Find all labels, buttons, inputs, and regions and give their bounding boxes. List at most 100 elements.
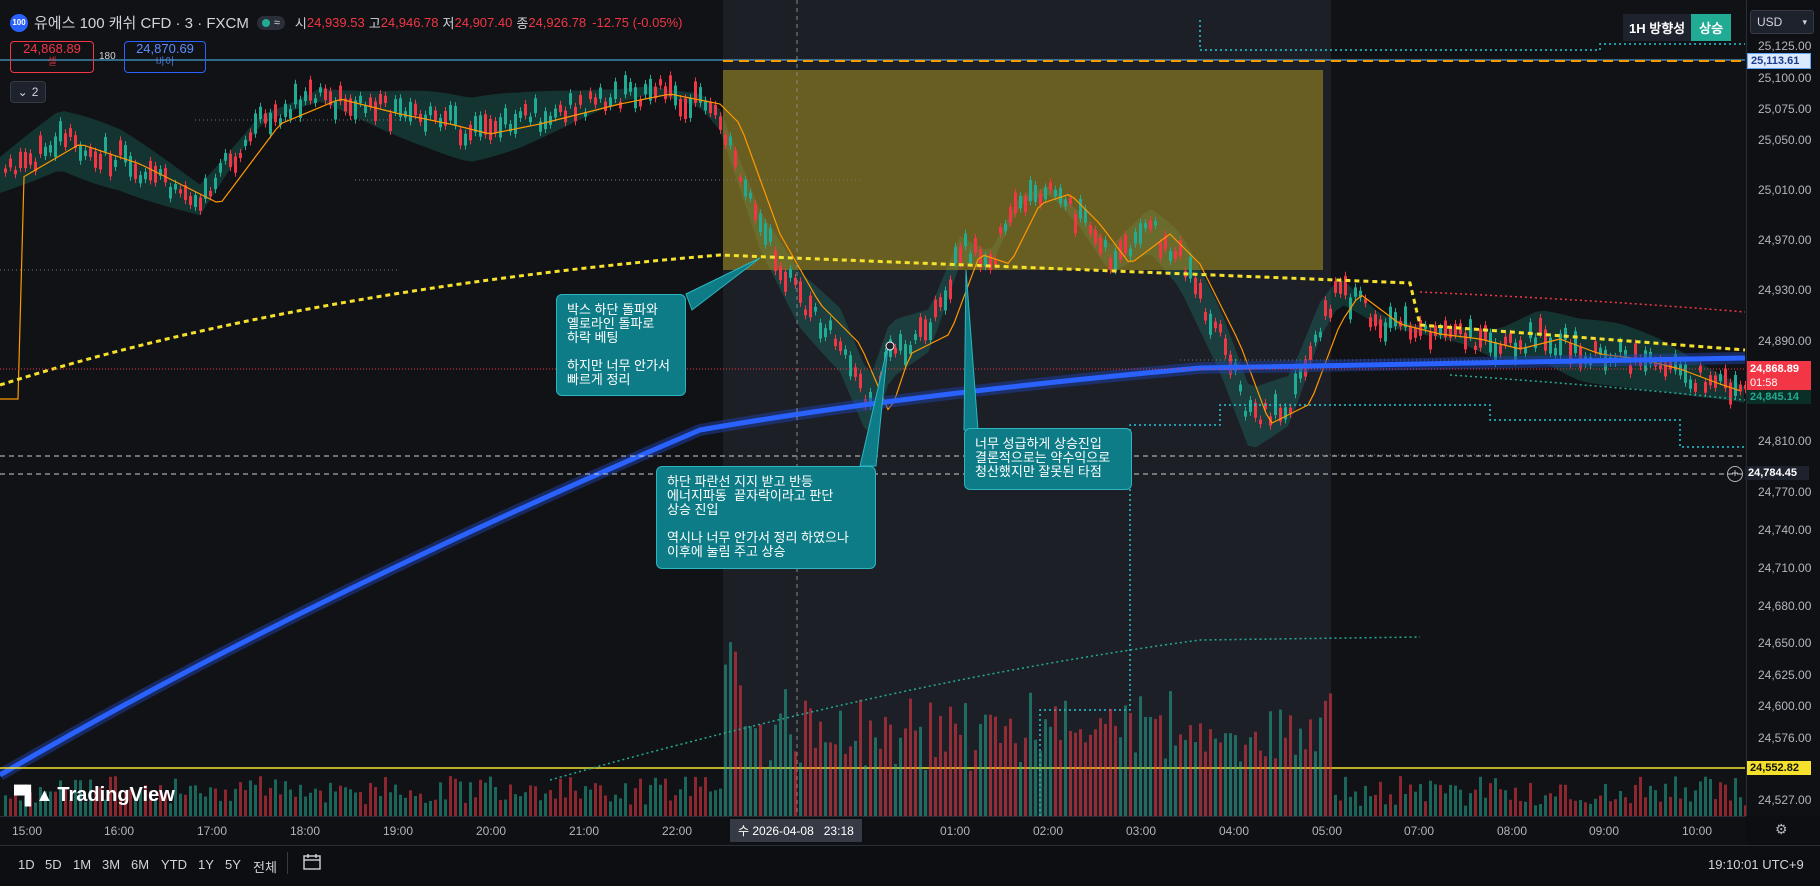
candle-body (769, 228, 772, 242)
volume-bar (1149, 717, 1152, 816)
volume-bar (459, 781, 462, 816)
volume-bar (504, 799, 507, 816)
buy-button[interactable]: 24,870.69 바이 (124, 41, 206, 73)
timeframe-6m-button[interactable]: 6M (131, 857, 150, 872)
annotation-callout[interactable]: 하단 파란선 지지 받고 반등 에너지파동 끝자락이라고 판단 상승 진입 역시… (656, 466, 876, 569)
chart-canvas[interactable] (0, 0, 1746, 816)
timeframe-1m-button[interactable]: 1M (73, 857, 92, 872)
volume-bar (1534, 805, 1537, 816)
candle-body (659, 79, 662, 86)
volume-bar (1739, 797, 1742, 816)
price-scale[interactable] (1746, 0, 1820, 816)
volume-bar (659, 784, 662, 816)
volume-bar (169, 803, 172, 816)
calendar-range-icon[interactable] (302, 853, 322, 871)
annotation-callout[interactable]: 너무 성급하게 상승진입 결론적으로는 약수익으로 청산했지만 잘못된 타점 (964, 428, 1132, 490)
volume-bar (384, 777, 387, 816)
volume-bar (894, 763, 897, 816)
volume-bar (109, 776, 112, 816)
volume-bar (649, 784, 652, 816)
indicator-count: 2 (31, 85, 39, 99)
volume-bar (644, 804, 647, 816)
add-alert-icon[interactable]: + (1727, 466, 1743, 482)
volume-bar (984, 714, 987, 816)
candle-body (144, 172, 147, 180)
candle-body (514, 113, 517, 134)
annotation-callout[interactable]: 박스 하단 돌파와 옐로라인 돌파로 하락 베팅 하지만 너무 안가서 빠르게 … (556, 294, 686, 396)
currency-select[interactable]: USD ▾ (1750, 10, 1814, 34)
volume-bar (359, 792, 362, 816)
time-tick: 09:00 (1589, 824, 1620, 838)
candle-body (784, 271, 787, 292)
indicators-toggle-button[interactable]: ⌄ 2 (10, 81, 46, 103)
candle-body (1519, 340, 1522, 350)
candle-body (54, 136, 57, 158)
candle-body (1154, 221, 1157, 226)
candle-body (1344, 275, 1347, 296)
time-tick: 21:00 (569, 824, 600, 838)
time-tick: 16:00 (104, 824, 135, 838)
volume-bar (679, 789, 682, 816)
volume-bar (1459, 789, 1462, 816)
volume-bar (124, 790, 127, 816)
timeframe-ytd-button[interactable]: YTD (161, 857, 187, 872)
volume-bar (799, 762, 802, 816)
currency-value: USD (1757, 15, 1783, 29)
timeframe-1d-button[interactable]: 1D (18, 857, 35, 872)
candle-body (1139, 223, 1142, 244)
candle-body (544, 111, 547, 130)
settings-gear-icon[interactable]: ⚙ (1775, 821, 1788, 837)
candle-body (709, 101, 712, 114)
timeframe-5d-button[interactable]: 5D (45, 857, 62, 872)
volume-bar (1489, 783, 1492, 816)
candle-body (789, 268, 792, 278)
candle-body (44, 146, 47, 157)
volume-bar (129, 788, 132, 816)
candle-body (449, 104, 452, 121)
candle-body (949, 279, 952, 300)
candle-body (304, 91, 307, 102)
market-status-badge[interactable]: ≈ (256, 15, 285, 30)
volume-bar (1484, 797, 1487, 816)
volume-bar (84, 801, 87, 816)
volume-bar (1024, 737, 1027, 816)
volume-bar (1679, 798, 1682, 816)
timeframe-all-button[interactable]: 전체 (253, 860, 277, 875)
candle-body (249, 132, 252, 142)
candle-body (1204, 311, 1207, 321)
candle-body (84, 150, 87, 157)
volume-bar (634, 788, 637, 816)
price-tick: 25,100.00 (1758, 71, 1812, 85)
time-axis[interactable] (0, 816, 1746, 845)
candle-body (424, 114, 427, 132)
volume-bar (1064, 700, 1067, 816)
timeframe-3m-button[interactable]: 3M (102, 857, 121, 872)
volume-bar (1609, 801, 1612, 816)
timeframe-5y-button[interactable]: 5Y (225, 857, 241, 872)
volume-bar (909, 698, 912, 816)
candle-body (394, 99, 397, 113)
volume-bar (1514, 787, 1517, 816)
volume-bar (164, 792, 167, 816)
timeframe-1y-button[interactable]: 1Y (198, 857, 214, 872)
candle-body (1384, 322, 1387, 342)
candle-body (1164, 234, 1167, 250)
volume-bar (1394, 804, 1397, 816)
candle-body (1224, 338, 1227, 355)
symbol-title[interactable]: 유에스 100 캐쉬 CFD · 3 · FXCM (34, 15, 249, 32)
volume-bar (1244, 744, 1247, 816)
bar-countdown: 01:58 (1750, 377, 1778, 389)
volume-bar (854, 740, 857, 816)
volume-bar (1399, 776, 1402, 816)
volume-bar (279, 794, 282, 816)
candle-body (509, 123, 512, 132)
volume-bar (1099, 718, 1102, 816)
candle-body (559, 104, 562, 113)
sell-button[interactable]: 24,868.89 셀 (10, 41, 94, 73)
volume-bar (9, 798, 12, 816)
time-tick: 04:00 (1219, 824, 1250, 838)
clock-timezone[interactable]: 19:10:01 UTC+9 (1708, 857, 1804, 872)
price-chart[interactable] (0, 0, 1746, 816)
volume-bar (1584, 802, 1587, 816)
candle-body (689, 98, 692, 118)
